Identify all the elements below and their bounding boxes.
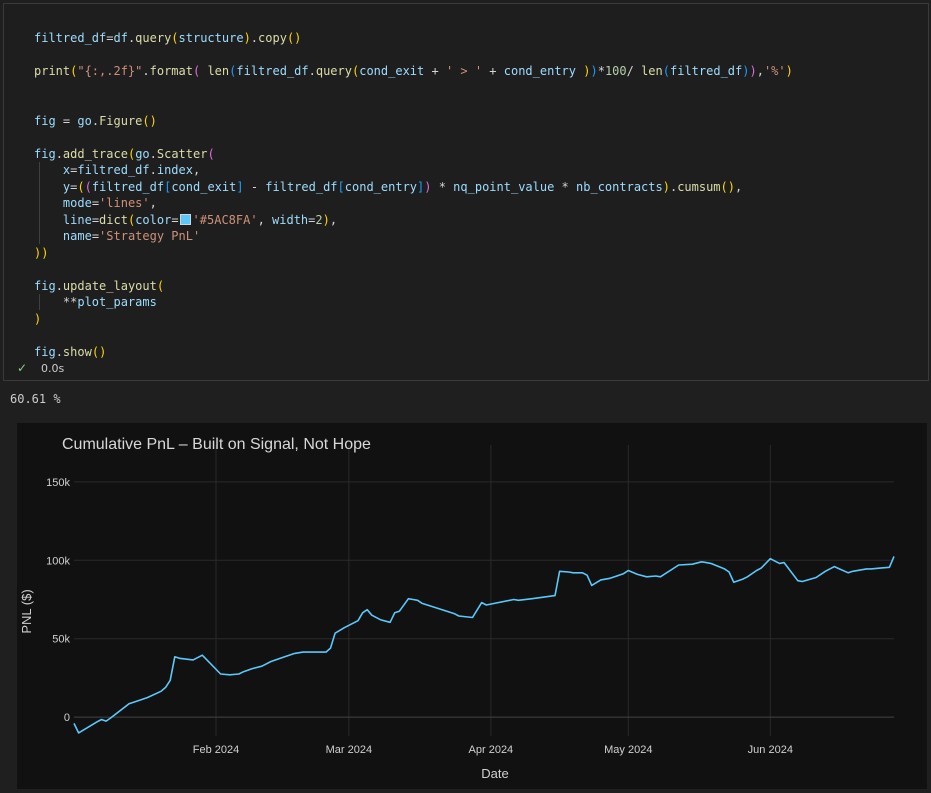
code-line: ​ xyxy=(34,80,793,97)
indent-guide xyxy=(39,162,40,244)
code-line: filtred_df=df.query(structure).copy() xyxy=(34,31,302,45)
indent-guide xyxy=(39,294,40,310)
code-line: fig.add_trace(go.Scatter( xyxy=(34,146,215,161)
y-tick-label: 150k xyxy=(46,477,70,489)
code-line: line=dict(color= '#5AC8FA', width=2), xyxy=(62,212,338,227)
code-line: )) xyxy=(34,245,49,260)
color-swatch-icon[interactable] xyxy=(179,213,191,225)
code-line: **plot_params xyxy=(34,295,157,309)
x-tick-label: Apr 2024 xyxy=(469,744,514,756)
pnl-series-line[interactable] xyxy=(73,556,895,734)
code-line: x=filtred_df.index, xyxy=(62,163,201,177)
y-axis-title: PNL ($) xyxy=(19,589,34,633)
cell-output-text: 60.61 % xyxy=(10,392,61,406)
code-line: fig = go.Figure() xyxy=(34,113,157,128)
x-tick-label: Jun 2024 xyxy=(748,744,793,756)
code-line: ​ xyxy=(34,327,793,344)
code-line: ​ xyxy=(34,261,793,278)
code-line: ​ xyxy=(34,129,793,146)
x-tick-label: May 2024 xyxy=(604,744,652,756)
check-icon: ✓ xyxy=(17,361,28,375)
execution-time: 0.0s xyxy=(41,362,65,375)
y-tick-label: 50k xyxy=(52,634,70,646)
plot-area[interactable]: Feb 2024 Mar 2024 Apr 2024 May 2024 Jun 2024… xyxy=(17,423,927,789)
y-tick-label: 0 xyxy=(64,712,70,724)
code-line: fig.update_layout( xyxy=(34,278,165,293)
code-line: ​ xyxy=(34,47,793,64)
cell-status-bar: ✓ 0.0s xyxy=(4,358,928,380)
code-line: ​ xyxy=(34,96,793,113)
code-editor[interactable]: filtred_df=df.query(structure).copy()​pr… xyxy=(34,30,793,360)
code-line: mode='lines', xyxy=(62,196,157,210)
code-line: y=((filtred_df[cond_exit] - filtred_df[c… xyxy=(62,179,743,194)
code-cell[interactable]: filtred_df=df.query(structure).copy()​pr… xyxy=(3,3,929,381)
code-line: name='Strategy PnL' xyxy=(62,229,201,243)
x-tick-label: Mar 2024 xyxy=(326,744,372,756)
code-line: ) xyxy=(34,311,42,326)
code-line: fig.show() xyxy=(34,344,107,359)
chart-title: Cumulative PnL – Built on Signal, Not Ho… xyxy=(62,436,371,453)
pnl-chart[interactable]: Feb 2024 Mar 2024 Apr 2024 May 2024 Jun 2024… xyxy=(17,423,927,789)
code-line: print("{:,.2f}".format( len(filtred_df.q… xyxy=(34,64,793,78)
x-axis-title: Date xyxy=(481,766,508,781)
x-tick-label: Feb 2024 xyxy=(193,744,239,756)
y-tick-label: 100k xyxy=(46,555,70,567)
